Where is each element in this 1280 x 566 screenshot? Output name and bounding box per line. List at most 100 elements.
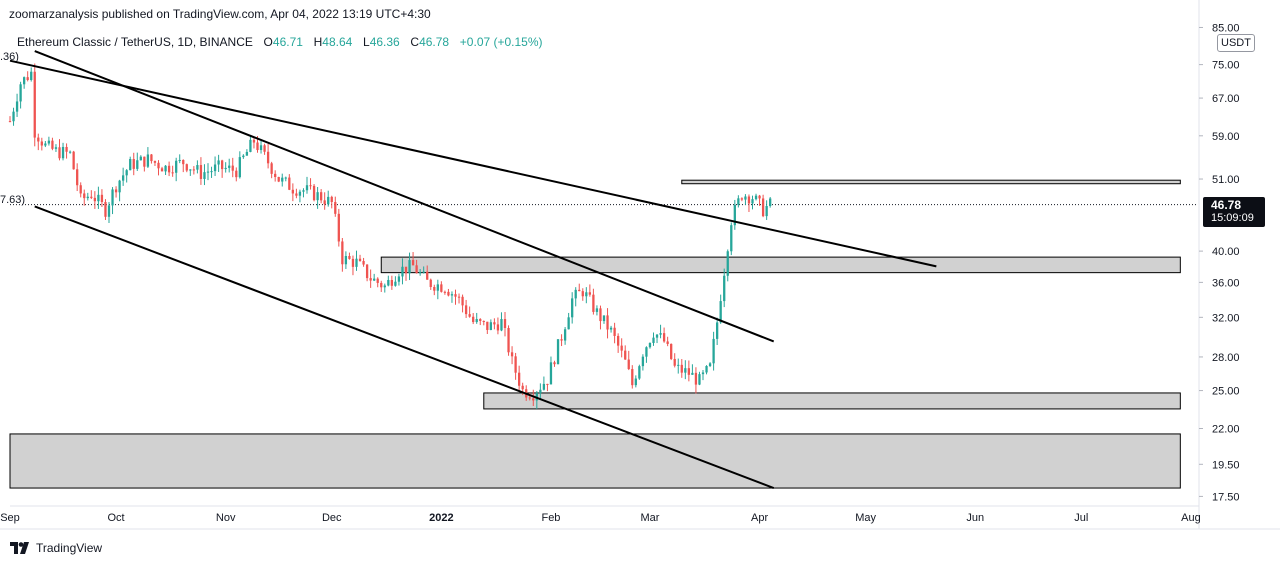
candle-body	[426, 271, 429, 280]
candle-body	[624, 350, 627, 360]
currency-unit-badge[interactable]: USDT	[1217, 34, 1255, 52]
candle-body	[220, 160, 224, 170]
x-tick-label: Sep	[0, 512, 20, 524]
candle-body	[277, 176, 280, 182]
candle-body	[15, 101, 19, 112]
trendlines-layer	[9, 50, 937, 489]
candle-body	[192, 169, 196, 171]
candle-body	[659, 333, 662, 335]
candle-body	[100, 194, 104, 202]
candle-body	[613, 327, 616, 336]
candle-body	[213, 164, 217, 172]
candle-body	[93, 197, 97, 202]
candle-body	[401, 266, 404, 277]
low-value: 46.36	[369, 35, 400, 49]
candle-body	[178, 159, 181, 161]
candle-body	[238, 157, 241, 178]
candle-body	[503, 319, 507, 328]
candle-body	[348, 255, 351, 259]
close-value: 46.78	[419, 35, 450, 49]
candle-body	[454, 294, 457, 297]
x-tick-label: Oct	[108, 512, 125, 524]
candle-body	[616, 335, 620, 346]
candle-body	[691, 372, 694, 375]
candle-body	[701, 372, 705, 375]
candle-body	[751, 199, 754, 204]
low-zone	[483, 392, 1181, 410]
candle-body	[397, 276, 401, 282]
mid-zone	[380, 256, 1181, 274]
candle-body	[514, 356, 517, 373]
candle-body	[684, 368, 687, 373]
candle-body	[61, 146, 65, 159]
close-label: C	[410, 35, 420, 49]
candle-body	[489, 322, 493, 330]
candle-body	[129, 159, 132, 171]
y-tick-label: 51.00	[1212, 174, 1240, 186]
candle-body	[83, 193, 86, 199]
candle-body	[457, 296, 461, 298]
change-value: +0.07 (+0.15%)	[459, 35, 543, 49]
candle-body	[79, 185, 82, 194]
candle-body	[139, 156, 142, 161]
candle-body	[599, 308, 602, 322]
y-tick-label: 22.00	[1212, 424, 1240, 436]
y-tick-label: 40.00	[1212, 246, 1240, 258]
bottom-zone	[9, 433, 1181, 489]
candle-body	[19, 84, 22, 102]
candle-body	[517, 372, 521, 386]
candle-body	[390, 280, 394, 286]
candle-body	[44, 143, 47, 146]
candle-body	[369, 278, 372, 281]
candle-body	[620, 345, 623, 351]
candle-body	[125, 170, 128, 176]
candle-body	[37, 137, 40, 142]
candle-body	[754, 195, 758, 200]
candle-body	[528, 397, 531, 399]
x-tick-label: Jul	[1074, 512, 1088, 524]
candle-body	[648, 342, 652, 348]
candle-body	[270, 163, 273, 174]
candle-body	[68, 151, 72, 153]
low-label: L	[363, 35, 370, 49]
candle-body	[90, 196, 93, 198]
candle-body	[76, 169, 79, 186]
y-tick-label: 17.50	[1212, 491, 1240, 503]
candle-body	[298, 191, 302, 196]
candle-body	[316, 192, 319, 201]
lower-channel-line	[34, 205, 775, 489]
candle-body	[231, 165, 234, 171]
candle-body	[312, 185, 316, 201]
candle-body	[107, 205, 111, 217]
candle-body	[383, 285, 386, 288]
candle-body	[567, 317, 570, 330]
candle-body	[171, 172, 174, 174]
candle-body	[309, 185, 312, 187]
axes-layer: 85.00 75.00 67.00 59.00 51.00 40.00 36.00 32.00…	[0, 0, 1280, 530]
candle-body	[330, 196, 333, 203]
tradingview-footer[interactable]: TradingView	[10, 541, 102, 555]
candle-body	[744, 196, 747, 200]
candle-body	[609, 327, 613, 330]
candle-body	[482, 320, 485, 322]
candle-body	[341, 241, 344, 265]
candle-body	[415, 265, 418, 274]
candle-body	[136, 160, 139, 169]
candle-body	[670, 343, 673, 359]
candle-body	[153, 161, 157, 163]
candle-body	[182, 159, 185, 165]
candle-body	[429, 279, 432, 288]
candle-body	[146, 154, 150, 167]
candle-body	[574, 289, 577, 299]
candle-body	[769, 198, 772, 206]
candle-body	[167, 165, 171, 173]
candle-body	[532, 398, 535, 401]
candle-body	[54, 147, 58, 149]
candle-body	[433, 287, 436, 291]
candle-body	[22, 77, 26, 85]
tradingview-logo-icon	[10, 542, 29, 554]
candle-body	[662, 333, 666, 342]
candle-body	[387, 280, 390, 286]
candle-body	[111, 189, 114, 206]
